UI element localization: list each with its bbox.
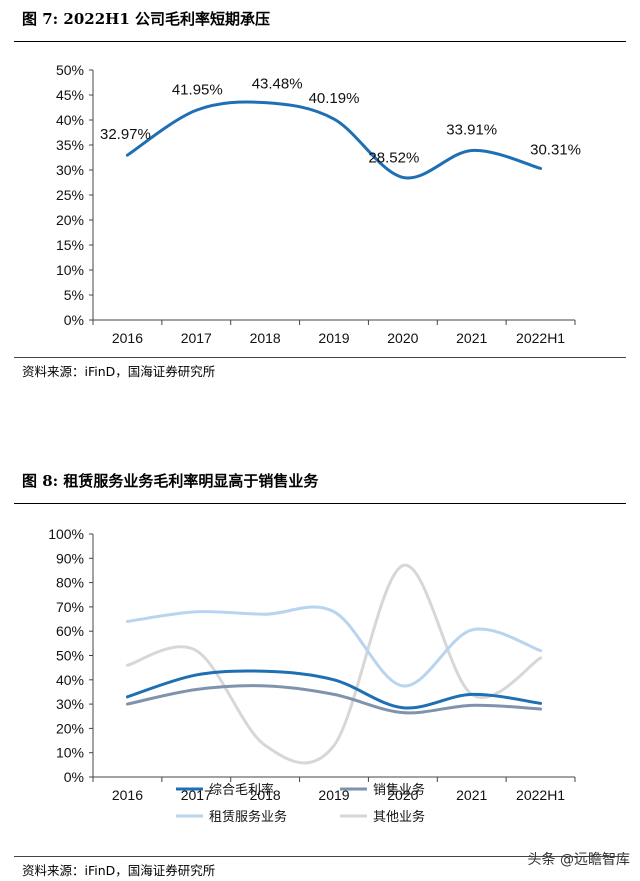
y-tick-label: 5% [64,287,84,303]
y-tick-label: 40% [56,112,84,128]
data-label: 30.31% [530,141,581,158]
y-tick-label: 10% [56,262,84,278]
chart2-svg: 0% 10% 20% 30% 40% 50% 60% 70% 80% 90% 100% 2016 201… [48,526,576,825]
x-tick-label: 2017 [181,330,212,346]
figure8-top-rule [14,503,626,504]
x-tick-label: 2016 [112,787,143,803]
y-tick-label: 60% [56,623,84,639]
data-label: 40.19% [309,90,360,107]
y-tick-label: 15% [56,237,84,253]
y-tick-label: 0% [64,312,84,328]
chart1-svg: 0% 5% 10% 15% 20% 25% 30% 35% 40% 45% 50% 2016 2017 2… [56,62,581,346]
legend-label: 租赁服务业务 [209,809,287,825]
series-line [125,564,543,765]
data-label: 32.97% [100,126,151,143]
figure7-title: 图 7: 2022H1 公司毛利率短期承压 [22,10,270,28]
figure7-source: 资料来源：iFinD，国海证券研究所 [22,364,216,379]
y-tick-label: 30% [56,696,84,712]
x-tick-label: 2016 [112,330,143,346]
y-tick-label: 40% [56,672,84,688]
x-tick-label: 2022H1 [516,330,565,346]
figure8-source: 资料来源：iFinD，国海证券研究所 [22,863,216,878]
data-label: 28.52% [368,149,419,166]
figure7-bottom-rule [14,357,626,358]
series-line [125,684,543,715]
y-tick-label: 80% [56,575,84,591]
data-label: 33.91% [446,121,497,138]
legend-label: 销售业务 [373,782,425,798]
x-tick-label: 2019 [318,787,349,803]
y-tick-label: 35% [56,137,84,153]
y-tick-label: 20% [56,720,84,736]
data-label: 43.48% [252,76,303,93]
x-tick-label: 2020 [387,330,418,346]
x-tick-label: 2021 [456,787,487,803]
x-tick-label: 2017 [181,787,212,803]
y-tick-label: 50% [56,648,84,664]
figure8-bottom-rule [14,856,626,857]
y-tick-label: 90% [56,550,84,566]
figure7-top-rule [14,41,626,42]
x-tick-label: 2019 [318,330,349,346]
data-label: 41.95% [172,81,223,98]
series-line [125,100,543,180]
y-tick-label: 50% [56,62,84,78]
y-tick-label: 100% [48,526,84,542]
y-tick-label: 30% [56,162,84,178]
legend-label: 其他业务 [373,809,425,825]
y-tick-label: 20% [56,212,84,228]
y-tick-label: 25% [56,187,84,203]
y-tick-label: 70% [56,599,84,615]
y-tick-label: 45% [56,87,84,103]
x-tick-label: 2021 [456,330,487,346]
y-tick-label: 0% [64,769,84,785]
x-tick-label: 2018 [250,787,281,803]
x-tick-label: 2022H1 [516,787,565,803]
x-tick-label: 2020 [387,787,418,803]
figure8-title: 图 8: 租赁服务业务毛利率明显高于销售业务 [22,472,319,490]
x-tick-label: 2018 [250,330,281,346]
y-tick-label: 10% [56,745,84,761]
watermark: 头条 @远瞻智库 [527,852,630,868]
legend-label: 综合毛利率 [209,782,274,798]
